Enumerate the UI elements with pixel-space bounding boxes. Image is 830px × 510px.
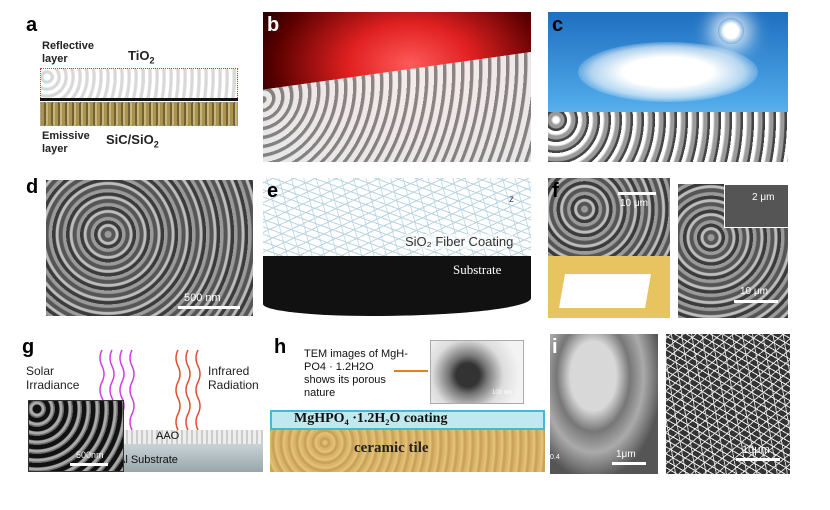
sphere-bed — [548, 112, 788, 162]
scale-label-f-right: 10 μm — [740, 286, 768, 297]
panel-e: e z SiO₂ Fiber Coating Substrate — [263, 178, 531, 316]
z-axis-label: z — [509, 194, 514, 205]
panel-letter-a: a — [26, 14, 38, 36]
tio2-spheres-layer — [40, 68, 238, 100]
aao-label: AAO — [156, 430, 180, 442]
scale-bar-i-right — [736, 458, 780, 461]
coating-layer — [270, 410, 545, 430]
fiber-coating-label: SiO₂ Fiber Coating — [405, 234, 514, 249]
side-tick-label: 0.4 — [550, 454, 560, 461]
radiation-waves — [99, 349, 201, 431]
sic-sio2-label: SiC/SiO2 — [106, 132, 159, 150]
tem-image — [430, 340, 524, 404]
scale-label-f-left: 10 μm — [620, 198, 648, 209]
tem-scale-label: 100 nm — [492, 390, 513, 396]
panel-letter-h: h — [274, 336, 287, 358]
scale-label-g: 500nm — [76, 450, 104, 460]
panel-b: b — [263, 12, 531, 162]
scale-bar-f-left — [618, 192, 656, 195]
clouds — [578, 42, 758, 102]
panel-g: g Solar Irradiance Infrared Radiation AA… — [18, 330, 263, 480]
sem-image-f-left — [548, 178, 670, 256]
al-substrate-label: Al Substrate — [118, 454, 178, 466]
panel-h: h TEM images of MgH- PO4 · 1.2H2O shows … — [270, 330, 545, 480]
sem-image-i-left — [550, 334, 658, 474]
solar-irradiance-label: Solar Irradiance — [26, 364, 80, 392]
panel-a: a Reflective layer TiO2 Emissive layer S… — [18, 12, 253, 162]
substrate-block — [263, 256, 531, 316]
aao-sem-inset — [28, 400, 124, 472]
scale-bar-g — [70, 463, 108, 466]
panel-f: f 10 μm 2 μm 10 μm — [548, 178, 788, 318]
sem-image-i-right — [666, 334, 790, 474]
ceramic-tile-label: ceramic tile — [354, 440, 429, 456]
porous-film-surface — [263, 48, 531, 162]
sun-icon — [718, 18, 744, 44]
coating-label: MgHPO₄ ·1.2H₂O coating — [294, 411, 448, 426]
scale-label-d: 500 nm — [184, 292, 221, 304]
tio2-label: TiO2 — [128, 48, 155, 66]
inset-box — [724, 184, 788, 228]
scale-bar-f-right — [734, 300, 778, 303]
arrow-to-tem — [394, 370, 428, 372]
panel-letter-b: b — [267, 14, 280, 36]
panel-letter-c: c — [552, 14, 564, 36]
sample-card — [559, 274, 651, 308]
panel-i: i 0.4 1μm 10μm — [550, 334, 790, 474]
panel-letter-e: e — [267, 180, 279, 202]
aao-layer — [113, 430, 263, 444]
sic-particles-layer — [40, 102, 238, 126]
panel-letter-i: i — [552, 336, 558, 358]
scale-label-i-left: 1μm — [616, 449, 636, 460]
panel-letter-g: g — [22, 336, 35, 358]
panel-letter-f: f — [552, 180, 559, 202]
panel-letter-d: d — [26, 176, 39, 198]
substrate-line — [40, 98, 238, 101]
emissive-layer-label: Emissive layer — [42, 130, 90, 155]
infrared-radiation-label: Infrared Radiation — [208, 364, 259, 392]
scale-bar-i-left — [612, 462, 646, 465]
scale-bar-d — [178, 306, 240, 309]
tile-sample — [548, 256, 670, 318]
sem-image-d — [46, 180, 253, 316]
tem-note: TEM images of MgH- PO4 · 1.2H2O shows it… — [304, 348, 408, 399]
scale-label-f-inset: 2 μm — [752, 192, 775, 203]
panel-c: c — [548, 12, 788, 162]
panel-d: d 500 nm — [18, 170, 253, 320]
scale-label-i-right: 10μm — [742, 444, 770, 456]
substrate-label: Substrate — [453, 262, 502, 277]
reflective-layer-label: Reflective layer — [42, 40, 94, 65]
ceramic-tile — [270, 430, 545, 472]
